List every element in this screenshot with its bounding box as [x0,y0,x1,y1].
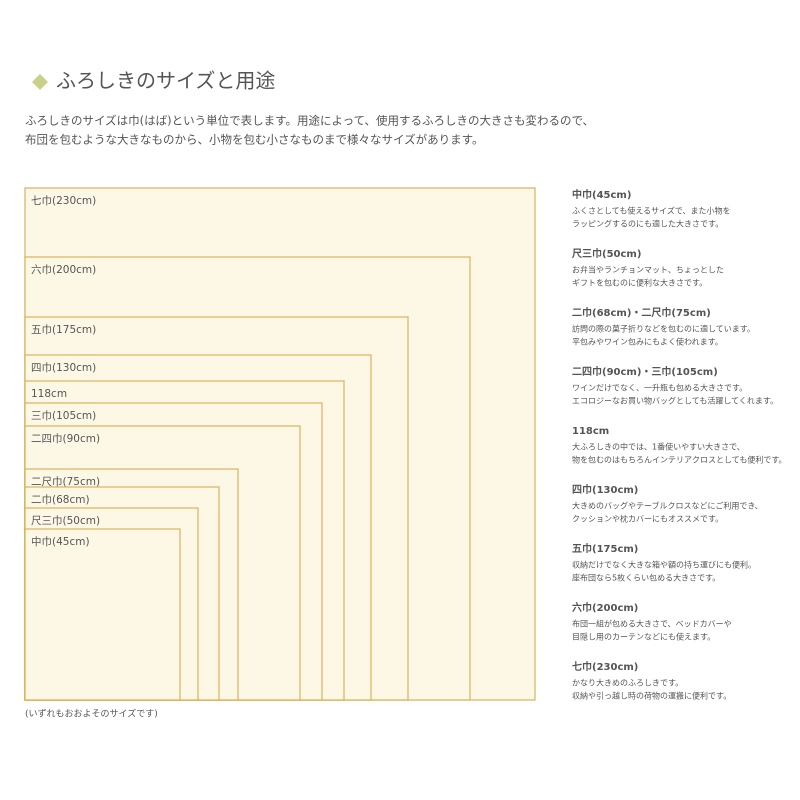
desc-title: 六巾(200cm) [572,601,638,614]
desc-title: 四巾(130cm) [572,483,638,496]
desc-title: 中巾(45cm) [572,188,631,201]
size-diagram: 七巾(230cm) 六巾(200cm) 五巾(175cm) 四巾(130cm) 118c… [24,187,536,701]
title: ふろしきのサイズと用途 [56,69,275,93]
desc-line: エコロジーなお買い物バッグとしても活躍してくれます。 [572,396,778,406]
size-label: 中巾(45cm) [31,535,90,548]
desc-line: 収納や引っ越し時の荷物の運搬に便利です。 [572,691,731,701]
desc-line: かなり大きめのふろしきです。 [572,678,683,688]
size-label: 六巾(200cm) [31,263,96,276]
size-label: 二巾(68cm) [31,493,90,506]
intro: 布団を包むような大きなものから、小物を包む小さなものまで様々なサイズがあります。 [25,133,484,147]
desc-title: 七巾(230cm) [572,660,638,673]
desc-line: ふくさとしても使えるサイズで、また小物を [572,206,731,216]
size-label: 四巾(130cm) [31,361,96,374]
desc-line: 大ふろしきの中では、1番使いやすい大きさで、 [572,442,745,452]
desc-line: ワインだけでなく、一升瓶も包める大きさです。 [572,383,747,393]
desc-line: 訪問の際の菓子折りなどを包むのに適しています。 [572,324,755,334]
desc-line: 目隠し用のカーテンなどにも使えます。 [572,632,715,642]
size-label: 七巾(230cm) [31,194,96,207]
desc-line: お弁当やランチョンマット、ちょっとした [572,265,724,275]
size-label: 二尺巾(75cm) [31,475,100,488]
desc-line: 収納だけでなく大きな箱や額の持ち運びにも便利。 [572,560,756,570]
title-icon [32,74,48,90]
desc-line: ギフトを包むのに便利な大きさです。 [572,278,707,288]
size-label: 118cm [31,388,67,400]
size-label: 二四巾(90cm) [31,432,100,445]
desc-line: 大きめのバッグやテーブルクロスなどにご利用でき、 [572,501,763,511]
intro: ふろしきのサイズは巾(はば)という単位で表します。用途によって、使用するふろしき… [25,114,594,128]
descriptions: 中巾(45cm) ふくさとしても使えるサイズで、また小物をラッピングするのにも適し… [572,188,787,701]
desc-title: 118cm [572,426,609,437]
desc-title: 五巾(175cm) [572,542,638,555]
desc-title: 尺三巾(50cm) [572,247,641,260]
size-label: 三巾(105cm) [31,409,96,422]
desc-title: 二四巾(90cm)・三巾(105cm) [572,365,718,378]
note: (いずれもおおよそのサイズです) [25,708,158,720]
size-box [24,528,181,701]
desc-line: ラッピングするのにも適した大きさです。 [572,219,723,229]
desc-title: 二巾(68cm)・二尺巾(75cm) [572,306,711,319]
desc-line: 座布団なら5枚くらい包める大きさです。 [572,573,720,583]
desc-line: 物を包むのはもちろんインテリアクロスとしても便利です。 [572,455,787,465]
desc-line: クッションや枕カバーにもオススメです。 [572,514,723,524]
desc-line: 布団一組が包める大きさで、ベッドカバーや [572,619,732,629]
size-label: 尺三巾(50cm) [31,514,100,527]
size-label: 五巾(175cm) [31,323,96,336]
desc-line: 平包みやワイン包みにもよく使われます。 [572,337,723,347]
